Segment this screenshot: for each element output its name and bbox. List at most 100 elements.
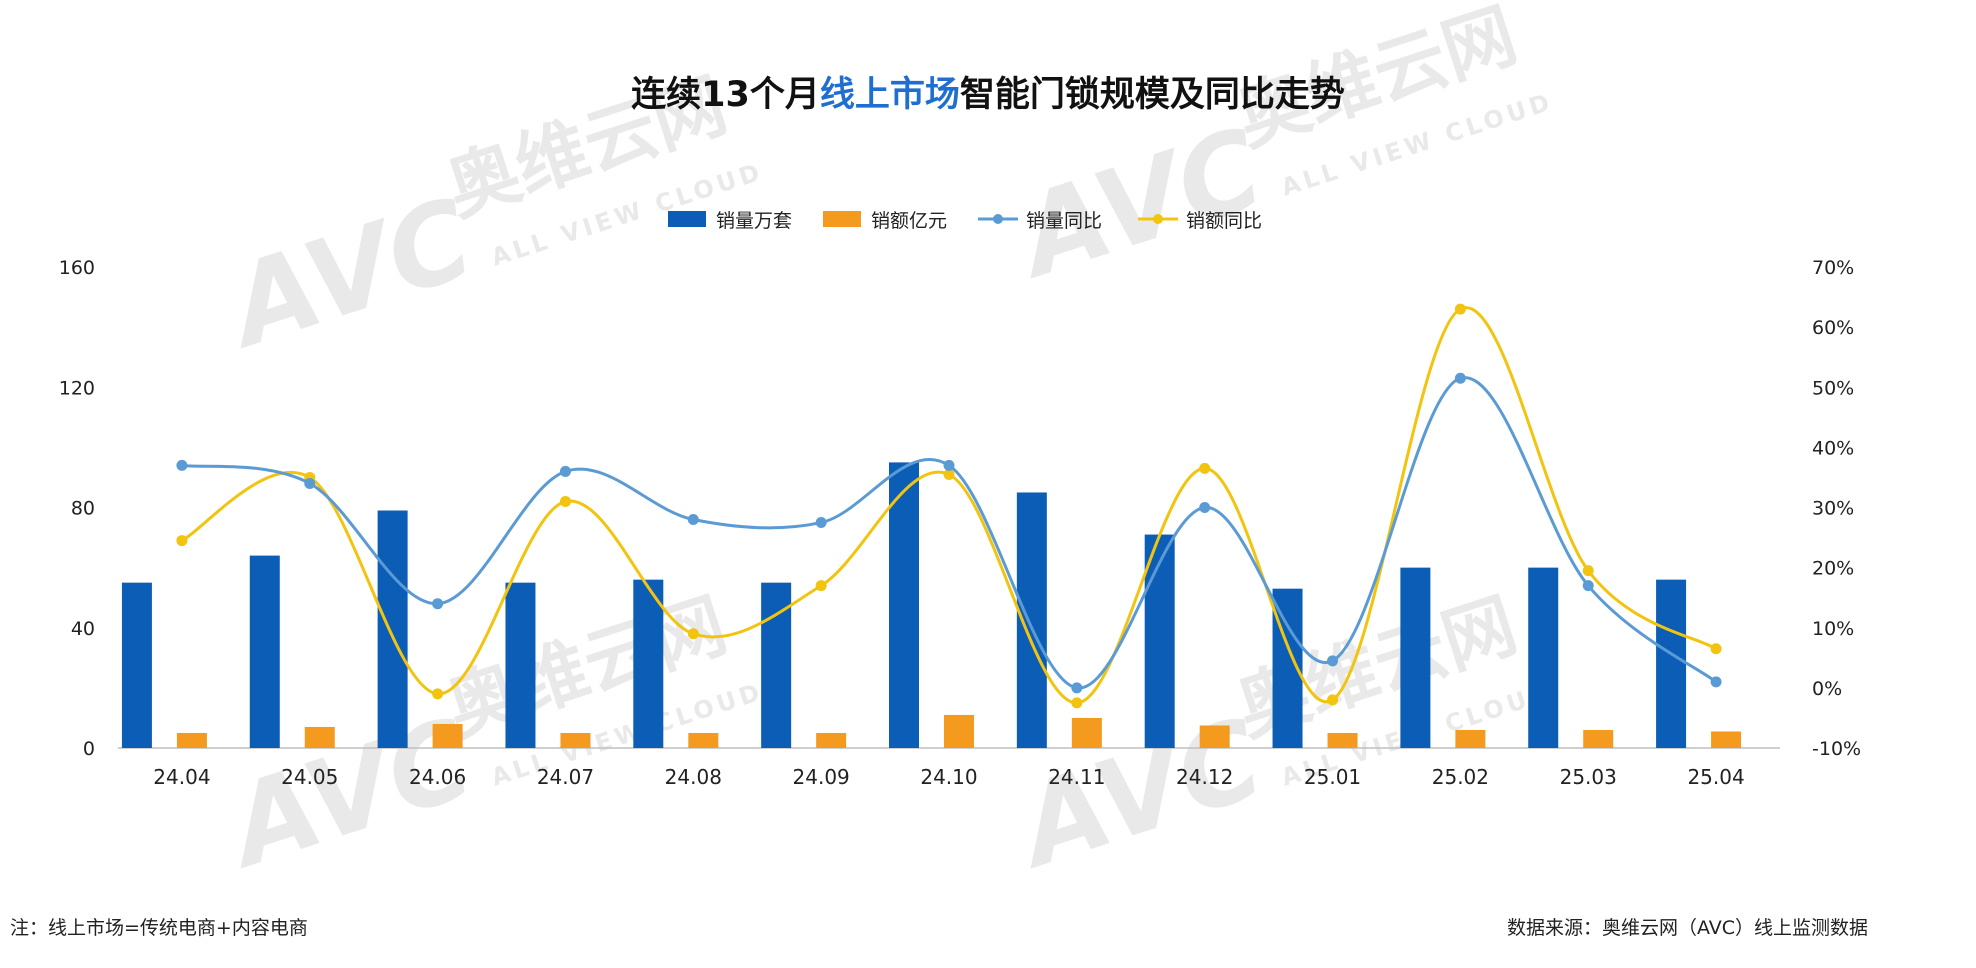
- bar-vol: [761, 582, 792, 748]
- bar-vol: [1656, 579, 1687, 748]
- x-tick-label: 24.05: [281, 765, 338, 789]
- y-left-tick-label: 40: [71, 618, 95, 640]
- watermark-logo-text: AVC: [998, 104, 1277, 303]
- point-amt-yoy: [176, 535, 188, 547]
- bar-amt: [176, 732, 207, 748]
- bar-amt: [432, 723, 463, 748]
- x-tick-label: 25.04: [1687, 765, 1744, 789]
- bar-vol: [121, 582, 152, 748]
- y-left-tick-label: 160: [59, 257, 95, 279]
- watermark-logo-text: AVC: [208, 174, 487, 373]
- x-tick-label: 25.03: [1560, 765, 1617, 789]
- x-tick-label: 24.04: [153, 765, 210, 789]
- point-vol-yoy: [1582, 580, 1594, 592]
- y-right-tick-label: 40%: [1812, 437, 1854, 459]
- point-vol-yoy: [1454, 372, 1466, 384]
- point-amt-yoy: [1710, 643, 1722, 655]
- chart-title: 连续13个月线上市场智能门锁规模及同比走势: [631, 75, 1345, 115]
- point-vol-yoy: [304, 477, 316, 489]
- point-amt-yoy: [432, 688, 444, 700]
- y-right-tick-label: 10%: [1812, 618, 1854, 640]
- y-right-tick-label: 70%: [1812, 257, 1854, 279]
- bar-amt: [944, 714, 974, 748]
- point-amt-yoy: [1454, 303, 1466, 315]
- point-amt-yoy: [1199, 462, 1211, 474]
- bar-amt: [1199, 725, 1230, 748]
- legend-label: 销量万套: [716, 210, 792, 232]
- bar-vol: [1144, 534, 1175, 748]
- legend-swatch-marker: [1153, 214, 1163, 224]
- bar-series-group: [121, 462, 1742, 748]
- bar-amt: [816, 732, 847, 748]
- bar-amt: [1071, 717, 1102, 748]
- x-tick-label: 24.06: [409, 765, 466, 789]
- x-tick-label: 24.10: [920, 765, 977, 789]
- bar-vol: [1400, 567, 1431, 748]
- bar-vol: [889, 462, 919, 748]
- x-tick-label: 25.02: [1432, 765, 1489, 789]
- point-vol-yoy: [1071, 682, 1083, 694]
- legend-label: 销额亿元: [871, 210, 947, 232]
- bar-vol: [1528, 567, 1559, 748]
- bar-vol: [249, 555, 280, 748]
- point-amt-yoy: [943, 468, 955, 480]
- point-vol-yoy: [1327, 655, 1339, 667]
- bar-amt: [1583, 729, 1614, 748]
- point-amt-yoy: [559, 495, 571, 507]
- title-prefix: 连续13个月: [631, 75, 820, 115]
- y-left-tick-label: 80: [71, 498, 95, 520]
- y-right-tick-label: 60%: [1812, 317, 1854, 339]
- bar-amt: [1327, 732, 1358, 748]
- point-vol-yoy: [559, 465, 571, 477]
- point-vol-yoy: [815, 517, 827, 529]
- y-right-tick-label: -10%: [1812, 738, 1861, 760]
- bar-amt: [688, 732, 719, 748]
- point-vol-yoy: [943, 459, 955, 471]
- point-vol-yoy: [432, 598, 444, 610]
- legend-label: 销额同比: [1186, 210, 1262, 232]
- point-vol-yoy: [1199, 502, 1211, 513]
- data-source: 数据来源：奥维云网（AVC）线上监测数据: [1507, 917, 1868, 939]
- bar-vol: [505, 582, 536, 748]
- x-tick-label: 24.11: [1048, 765, 1105, 789]
- point-amt-yoy: [1582, 565, 1594, 577]
- point-vol-yoy: [176, 459, 188, 471]
- bar-vol: [633, 579, 664, 748]
- x-tick-label: 24.07: [537, 765, 594, 789]
- x-tick-label: 24.12: [1176, 765, 1233, 789]
- y-right-tick-label: 50%: [1812, 377, 1854, 399]
- legend-swatch-bar: [823, 211, 861, 227]
- legend-label: 销量同比: [1026, 210, 1102, 232]
- footnote: 注：线上市场=传统电商+内容电商: [10, 917, 308, 939]
- line-series-group: [176, 303, 1722, 709]
- point-amt-yoy: [1071, 697, 1083, 709]
- title-suffix: 智能门锁规模及同比走势: [960, 75, 1345, 115]
- x-tick-label: 24.08: [665, 765, 722, 789]
- y-right-tick-label: 20%: [1812, 558, 1854, 580]
- chart-legend: 销量万套 销额亿元 销量同比 销额同比: [668, 210, 1262, 232]
- bar-amt: [1455, 729, 1486, 748]
- bar-vol: [377, 510, 408, 748]
- chart-axes: 0 40 80 120 160 -10% 0% 10% 20% 30% 40% 50% 60% 70% 24…: [59, 257, 1861, 789]
- point-vol-yoy: [687, 514, 699, 526]
- y-left-tick-label: 0: [83, 738, 95, 760]
- y-left-tick-label: 120: [59, 377, 95, 399]
- point-amt-yoy: [1327, 694, 1339, 706]
- title-highlight: 线上市场: [820, 75, 960, 115]
- x-tick-label: 25.01: [1304, 765, 1361, 789]
- point-amt-yoy: [687, 628, 699, 640]
- x-tick-label: 24.09: [793, 765, 850, 789]
- bar-amt: [304, 726, 335, 748]
- y-right-tick-label: 0%: [1812, 678, 1842, 700]
- bar-amt: [1711, 731, 1742, 748]
- bar-amt: [560, 732, 591, 748]
- point-amt-yoy: [815, 580, 827, 592]
- legend-swatch-marker: [993, 214, 1003, 224]
- legend-swatch-bar: [668, 211, 706, 227]
- y-right-tick-label: 30%: [1812, 498, 1854, 520]
- point-vol-yoy: [1710, 676, 1722, 688]
